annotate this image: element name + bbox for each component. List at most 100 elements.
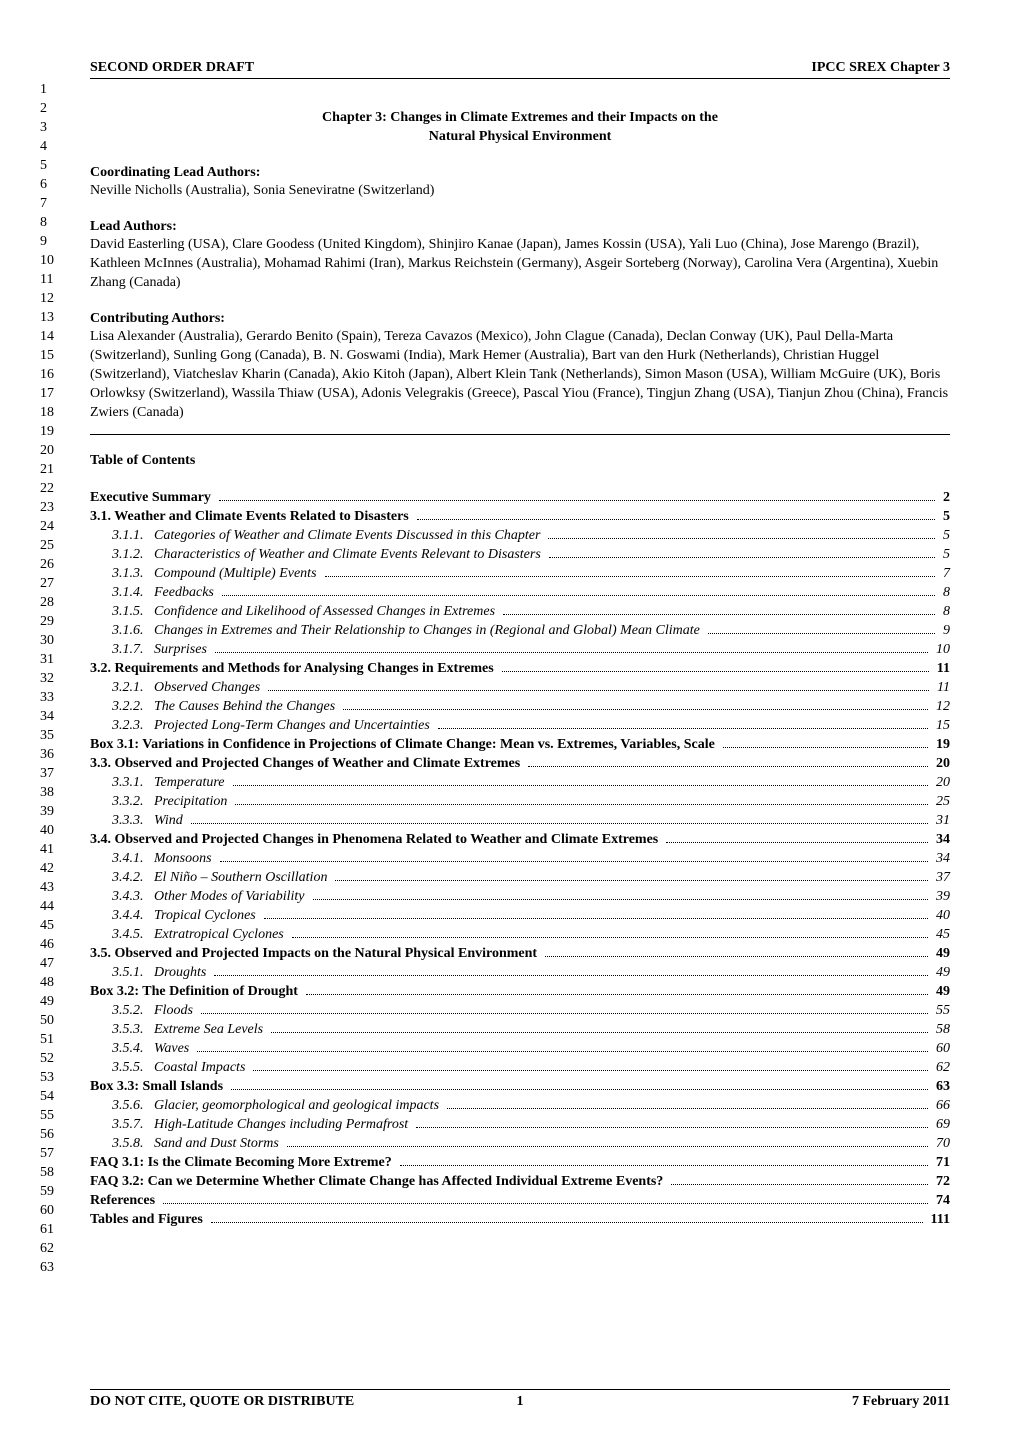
toc-leader-dots [220,861,928,862]
toc-item-label: Executive Summary [90,488,215,507]
line-number: 36 [40,745,54,764]
toc-page-number: 45 [932,925,950,944]
section-divider [90,434,950,435]
toc-row: 3.1.1.Categories of Weather and Climate … [90,526,950,545]
toc-item-number: 3.2.3. [90,716,154,735]
toc-row: 3.5. Observed and Projected Impacts on t… [90,944,950,963]
toc-page-number: 66 [932,1096,950,1115]
toc-row: 3.5.3.Extreme Sea Levels58 [90,1020,950,1039]
line-number: 6 [40,175,54,194]
lead-authors-heading: Lead Authors: [90,219,950,235]
header-right: IPCC SREX Chapter 3 [811,60,950,76]
toc-leader-dots [708,633,935,634]
toc-item-label: Categories of Weather and Climate Events… [154,526,544,545]
line-number: 43 [40,878,54,897]
line-number: 59 [40,1182,54,1201]
toc-leader-dots [264,918,928,919]
toc-item-label: Coastal Impacts [154,1058,249,1077]
toc-item-label: Droughts [154,963,210,982]
line-number: 22 [40,479,54,498]
line-number: 14 [40,327,54,346]
toc-item-label: Box 3.2: The Definition of Drought [90,982,302,1001]
toc-leader-dots [325,576,935,577]
toc-item-label: 3.4. Observed and Projected Changes in P… [90,830,662,849]
line-number: 54 [40,1087,54,1106]
line-number: 47 [40,954,54,973]
page-content: SECOND ORDER DRAFT IPCC SREX Chapter 3 C… [90,60,950,1229]
toc-item-number: 3.4.4. [90,906,154,925]
toc-item-label: Confidence and Likelihood of Assessed Ch… [154,602,499,621]
toc-item-label: 3.2. Requirements and Methods for Analys… [90,659,498,678]
toc-row: 3.1. Weather and Climate Events Related … [90,507,950,526]
line-number: 19 [40,422,54,441]
line-number: 50 [40,1011,54,1030]
toc-item-number: 3.4.3. [90,887,154,906]
toc-item-number: 3.5.3. [90,1020,154,1039]
toc-item-label: Compound (Multiple) Events [154,564,321,583]
toc-leader-dots [197,1051,928,1052]
toc-row: Box 3.2: The Definition of Drought49 [90,982,950,1001]
toc-item-label: Floods [154,1001,197,1020]
toc-item-number: 3.4.1. [90,849,154,868]
toc-page-number: 9 [939,621,950,640]
toc-item-number: 3.4.2. [90,868,154,887]
toc-leader-dots [400,1165,928,1166]
toc-item-number: 3.1.5. [90,602,154,621]
toc-row: 3.1.7.Surprises10 [90,640,950,659]
toc-row: 3.2.1.Observed Changes11 [90,678,950,697]
line-number: 44 [40,897,54,916]
line-number: 33 [40,688,54,707]
toc-leader-dots [222,595,935,596]
line-number: 29 [40,612,54,631]
line-number: 32 [40,669,54,688]
line-number: 8 [40,213,54,232]
line-number: 25 [40,536,54,555]
toc-item-number: 3.5.6. [90,1096,154,1115]
toc-page-number: 49 [932,944,950,963]
toc-row: 3.5.4.Waves60 [90,1039,950,1058]
toc-item-label: Other Modes of Variability [154,887,309,906]
toc-item-number: 3.1.2. [90,545,154,564]
toc-item-number: 3.5.2. [90,1001,154,1020]
toc-leader-dots [253,1070,928,1071]
coordinating-authors-text: Neville Nicholls (Australia), Sonia Sene… [90,181,950,200]
toc-item-number: 3.5.1. [90,963,154,982]
line-number-gutter: 1234567891011121314151617181920212223242… [40,80,54,1277]
toc-page-number: 72 [932,1172,950,1191]
contributing-authors-heading: Contributing Authors: [90,311,950,327]
line-number: 46 [40,935,54,954]
toc-item-label: Waves [154,1039,193,1058]
line-number: 42 [40,859,54,878]
toc-leader-dots [528,766,928,767]
toc-leader-dots [235,804,928,805]
line-number: 10 [40,251,54,270]
toc-page-number: 40 [932,906,950,925]
toc-item-label: 3.5. Observed and Projected Impacts on t… [90,944,541,963]
coordinating-authors-heading: Coordinating Lead Authors: [90,165,950,181]
toc-item-label: FAQ 3.2: Can we Determine Whether Climat… [90,1172,667,1191]
line-number: 4 [40,137,54,156]
line-number: 20 [40,441,54,460]
toc-item-label: Projected Long-Term Changes and Uncertai… [154,716,434,735]
toc-row: 3.1.6.Changes in Extremes and Their Rela… [90,621,950,640]
toc-row: 3.2.2.The Causes Behind the Changes12 [90,697,950,716]
toc-page-number: 10 [932,640,950,659]
toc-leader-dots [335,880,928,881]
line-number: 16 [40,365,54,384]
toc-item-label: 3.3. Observed and Projected Changes of W… [90,754,524,773]
toc-page-number: 25 [932,792,950,811]
line-number: 5 [40,156,54,175]
line-number: 35 [40,726,54,745]
toc-item-label: High-Latitude Changes including Permafro… [154,1115,412,1134]
toc-row: 3.3. Observed and Projected Changes of W… [90,754,950,773]
line-number: 30 [40,631,54,650]
line-number: 38 [40,783,54,802]
toc-row: Box 3.1: Variations in Confidence in Pro… [90,735,950,754]
toc-item-label: Precipitation [154,792,231,811]
toc-row: References74 [90,1191,950,1210]
toc-leader-dots [219,500,935,501]
toc-page-number: 2 [939,488,950,507]
toc-page-number: 71 [932,1153,950,1172]
toc-item-number: 3.1.3. [90,564,154,583]
toc-item-label: Extratropical Cyclones [154,925,288,944]
